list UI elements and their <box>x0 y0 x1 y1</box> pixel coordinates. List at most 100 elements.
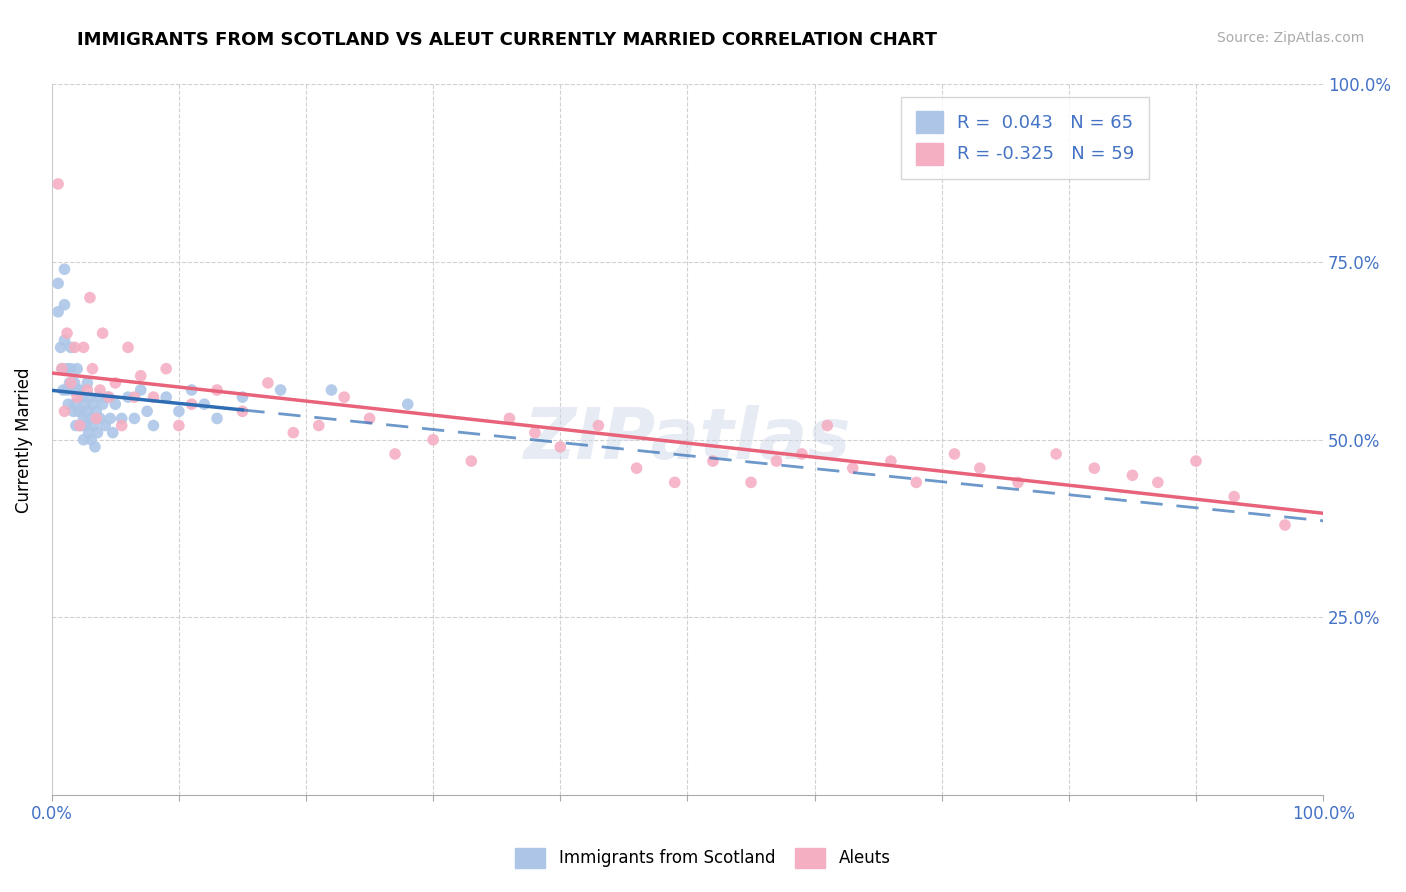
Point <box>167 418 190 433</box>
Point <box>52 383 75 397</box>
Point <box>79 390 101 404</box>
Point <box>58 376 80 390</box>
Point <box>46 305 69 319</box>
Point <box>167 404 190 418</box>
Point <box>905 475 928 490</box>
Point <box>46 277 69 291</box>
Point <box>101 425 124 440</box>
Point <box>53 333 76 347</box>
Point <box>84 404 107 418</box>
Point <box>67 404 90 418</box>
Text: IMMIGRANTS FROM SCOTLAND VS ALEUT CURRENTLY MARRIED CORRELATION CHART: IMMIGRANTS FROM SCOTLAND VS ALEUT CURREN… <box>77 31 938 49</box>
Point <box>94 418 117 433</box>
Y-axis label: Currently Married: Currently Married <box>15 367 32 513</box>
Point <box>72 433 94 447</box>
Point <box>79 411 101 425</box>
Point <box>205 411 228 425</box>
Point <box>180 397 202 411</box>
Point <box>180 383 202 397</box>
Point <box>84 411 107 425</box>
Point <box>626 461 648 475</box>
Text: Source: ZipAtlas.com: Source: ZipAtlas.com <box>1216 31 1364 45</box>
Point <box>63 376 86 390</box>
Point <box>82 361 104 376</box>
Point <box>89 411 111 425</box>
Point <box>49 340 72 354</box>
Point <box>359 411 381 425</box>
Point <box>82 397 104 411</box>
Point <box>62 404 84 418</box>
Point <box>69 418 91 433</box>
Text: ZIPatlas: ZIPatlas <box>524 405 851 475</box>
Point <box>193 397 215 411</box>
Point <box>815 418 838 433</box>
Point <box>117 390 139 404</box>
Point <box>841 461 863 475</box>
Point <box>231 404 253 418</box>
Legend: Immigrants from Scotland, Aleuts: Immigrants from Scotland, Aleuts <box>509 841 897 875</box>
Point <box>76 404 98 418</box>
Point <box>46 177 69 191</box>
Point <box>60 383 83 397</box>
Point <box>91 326 114 340</box>
Point <box>790 447 813 461</box>
Point <box>231 390 253 404</box>
Point <box>124 390 146 404</box>
Point <box>104 397 127 411</box>
Point <box>422 433 444 447</box>
Point <box>97 390 120 404</box>
Point <box>51 361 73 376</box>
Point <box>65 418 87 433</box>
Point <box>69 383 91 397</box>
Point <box>51 361 73 376</box>
Point <box>77 425 100 440</box>
Point <box>84 440 107 454</box>
Point <box>1147 475 1170 490</box>
Point <box>59 376 82 390</box>
Point <box>76 376 98 390</box>
Point <box>943 447 966 461</box>
Point <box>396 397 419 411</box>
Point <box>1083 461 1105 475</box>
Point <box>87 390 110 404</box>
Point <box>155 390 177 404</box>
Point <box>111 418 134 433</box>
Point <box>97 390 120 404</box>
Point <box>142 390 165 404</box>
Point <box>333 390 356 404</box>
Point <box>79 291 101 305</box>
Point <box>1045 447 1067 461</box>
Point <box>72 418 94 433</box>
Point <box>72 340 94 354</box>
Point <box>321 383 343 397</box>
Point <box>460 454 482 468</box>
Point <box>124 411 146 425</box>
Point <box>83 418 105 433</box>
Point <box>98 411 121 425</box>
Point <box>308 418 330 433</box>
Point <box>1121 468 1143 483</box>
Point <box>72 390 94 404</box>
Point <box>53 404 76 418</box>
Point <box>56 383 79 397</box>
Point <box>59 340 82 354</box>
Point <box>69 418 91 433</box>
Legend: R =  0.043   N = 65, R = -0.325   N = 59: R = 0.043 N = 65, R = -0.325 N = 59 <box>901 97 1149 179</box>
Point <box>80 433 103 447</box>
Point <box>1185 454 1208 468</box>
Point <box>73 397 96 411</box>
Point <box>63 397 86 411</box>
Point <box>53 262 76 277</box>
Point <box>740 475 762 490</box>
Point <box>91 397 114 411</box>
Point <box>155 361 177 376</box>
Point <box>129 383 152 397</box>
Point <box>75 418 97 433</box>
Point <box>702 454 724 468</box>
Point <box>72 411 94 425</box>
Point <box>76 383 98 397</box>
Point <box>66 361 89 376</box>
Point <box>70 404 93 418</box>
Point <box>136 404 159 418</box>
Point <box>53 298 76 312</box>
